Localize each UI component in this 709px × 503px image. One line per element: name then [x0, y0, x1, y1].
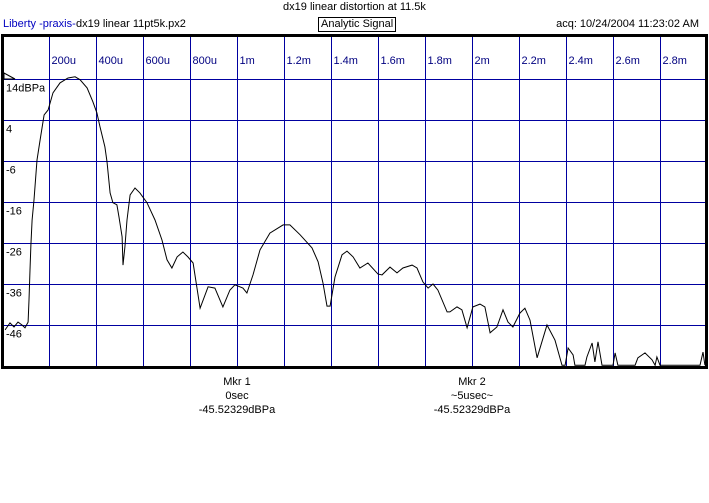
- acquisition-timestamp: acq: 10/24/2004 11:23:02 AM: [556, 18, 699, 30]
- marker-1-time: 0sec: [225, 390, 249, 402]
- marker-1-label: Mkr 1: [223, 376, 251, 388]
- x-tick-label: 1.8m: [428, 55, 452, 67]
- x-tick-label: 600u: [146, 55, 170, 67]
- marker-2-value: -45.52329dBPa: [433, 404, 511, 416]
- marker-1-value: -45.52329dBPa: [198, 404, 276, 416]
- x-tick-label: 800u: [193, 55, 217, 67]
- x-tick-label: 2.2m: [522, 55, 546, 67]
- marker-2-label: Mkr 2: [458, 376, 486, 388]
- plot-frame: [1, 34, 708, 369]
- x-tick-label: 1.4m: [334, 55, 358, 67]
- x-tick-label: 2m: [475, 55, 490, 67]
- app-name: Liberty -praxis-: [3, 18, 76, 30]
- x-tick-label: 200u: [52, 55, 76, 67]
- marker-1-readout: Mkr 1 0sec -45.52329dBPa: [157, 375, 317, 417]
- x-tick-label: 1.2m: [287, 55, 311, 67]
- y-tick-label: -16: [6, 206, 22, 218]
- x-tick-label: 2.6m: [616, 55, 640, 67]
- y-tick-label: 14dBPa: [6, 83, 46, 95]
- y-tick-label: -26: [6, 247, 22, 259]
- plot-frame-inner: [2, 35, 707, 368]
- signal-trace: [4, 76, 706, 367]
- x-tick-label: 2.4m: [569, 55, 593, 67]
- y-tick-label: -36: [6, 288, 22, 300]
- plot-area[interactable]: 200u 400u 600u 800u 1m 1.2m 1.4m 1.6m 1.8m 2m 2.2m…: [0, 0, 709, 380]
- x-tick-label: 1.6m: [381, 55, 405, 67]
- mode-button[interactable]: Analytic Signal: [318, 17, 397, 32]
- marker-2-readout: Mkr 2 ~5usec~ -45.52329dBPa: [392, 375, 552, 417]
- marker-2-time: ~5usec~: [450, 390, 494, 402]
- reference-marker-icon: [3, 72, 16, 80]
- chart-title: dx19 linear distortion at 11.5k: [283, 1, 426, 13]
- grid: [2, 37, 707, 366]
- tick-labels: 200u 400u 600u 800u 1m 1.2m 1.4m 1.6m 1.8m 2m 2.2m…: [6, 55, 687, 341]
- x-tick-label: 2.8m: [663, 55, 687, 67]
- y-tick-label: -6: [6, 165, 16, 177]
- y-tick-label: -46: [6, 329, 22, 341]
- x-tick-label: 400u: [99, 55, 123, 67]
- y-tick-label: 4: [6, 124, 12, 136]
- file-name: dx19 linear 11pt5k.px2: [76, 18, 186, 30]
- x-tick-label: 1m: [240, 55, 255, 67]
